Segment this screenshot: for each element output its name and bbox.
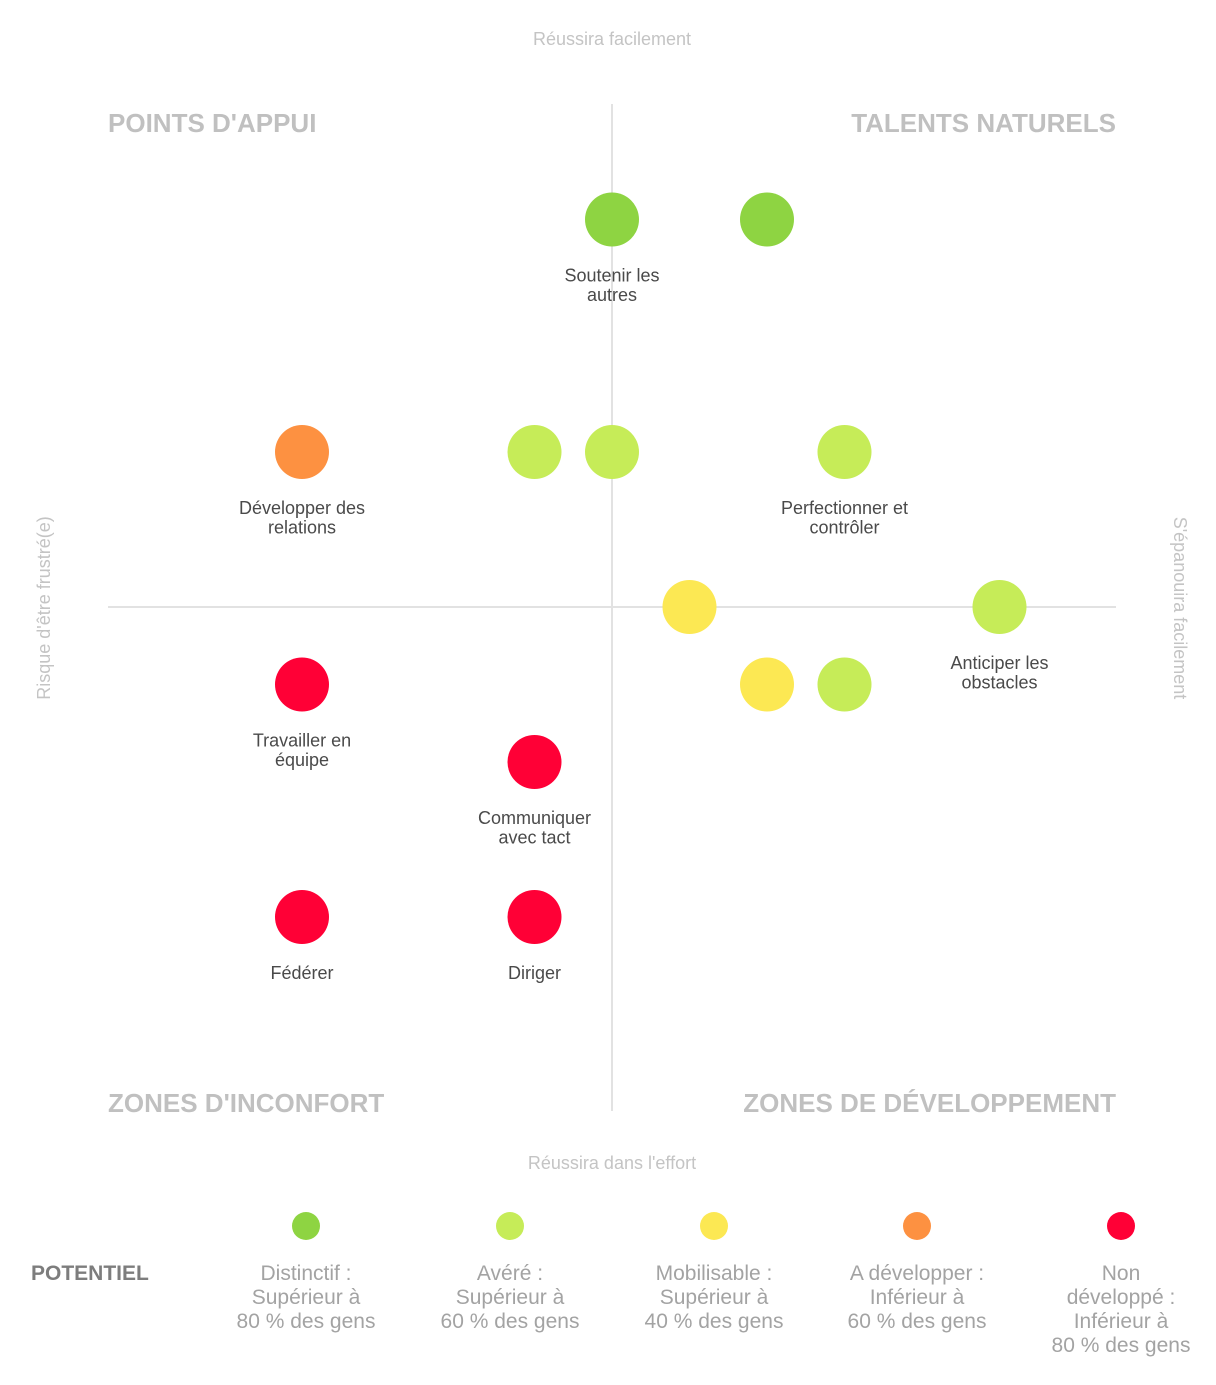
data-point-avere bbox=[507, 425, 562, 479]
data-point-distinctif bbox=[740, 192, 794, 247]
legend-swatch-non-developpe bbox=[1107, 1212, 1135, 1240]
axis-caption-right: S'épanouira facilement bbox=[1170, 517, 1190, 700]
point-label: Diriger bbox=[508, 963, 561, 983]
quadrant-title-bottom-left: ZONES D'INCONFORT bbox=[108, 1088, 384, 1118]
data-point-avere bbox=[817, 657, 872, 712]
data-point-non-developpe bbox=[275, 657, 329, 712]
point-label: Anticiper les obstacles bbox=[950, 653, 1048, 693]
point-label: Travailler en équipe bbox=[253, 731, 351, 771]
legend-swatch-distinctif bbox=[292, 1212, 320, 1240]
legend-label-non-developpe: Non développé : Inférieur à 80 % des gens bbox=[1052, 1262, 1191, 1357]
legend-swatch-mobilisable bbox=[700, 1212, 728, 1240]
point-label: Communiquer avec tact bbox=[478, 808, 591, 848]
data-point-non-developpe bbox=[507, 735, 562, 789]
data-point-a-developper bbox=[275, 425, 329, 479]
quadrant-title-top-right: TALENTS NATURELS bbox=[851, 108, 1116, 138]
axis-caption-left: Risque d'être frustré(e) bbox=[34, 516, 54, 700]
legend-swatch-a-developper bbox=[903, 1212, 931, 1240]
data-point-distinctif bbox=[585, 192, 639, 247]
points-layer: Soutenir les autres Développer des relation… bbox=[239, 192, 1049, 983]
data-point-avere bbox=[817, 425, 872, 479]
legend-label-a-developper: A développer : Inférieur à 60 % des gens bbox=[848, 1262, 987, 1333]
point-label: Développer des relations bbox=[239, 498, 365, 538]
point-label: Perfectionner et contrôler bbox=[781, 498, 908, 538]
quadrant-title-bottom-right: ZONES DE DÉVELOPPEMENT bbox=[743, 1088, 1116, 1118]
data-point-mobilisable bbox=[740, 657, 794, 712]
legend-label-mobilisable: Mobilisable : Supérieur à 40 % des gens bbox=[645, 1262, 784, 1333]
data-point-avere bbox=[585, 425, 639, 479]
legend-label-avere: Avéré : Supérieur à 60 % des gens bbox=[441, 1262, 580, 1333]
axis-caption-top: Réussira facilement bbox=[533, 29, 691, 49]
legend: Distinctif : Supérieur à 80 % des gens Avér… bbox=[237, 1212, 1191, 1357]
data-point-non-developpe bbox=[275, 890, 329, 944]
legend-swatch-avere bbox=[496, 1212, 524, 1240]
data-point-mobilisable bbox=[662, 580, 717, 634]
point-label: Fédérer bbox=[270, 963, 333, 983]
legend-title: POTENTIEL bbox=[31, 1262, 149, 1285]
quadrant-title-top-left: POINTS D'APPUI bbox=[108, 108, 316, 138]
legend-label-distinctif: Distinctif : Supérieur à 80 % des gens bbox=[237, 1262, 376, 1333]
point-label: Soutenir les autres bbox=[564, 266, 659, 306]
axis-caption-bottom: Réussira dans l'effort bbox=[528, 1153, 696, 1173]
data-point-avere bbox=[972, 580, 1027, 634]
data-point-non-developpe bbox=[507, 890, 562, 944]
